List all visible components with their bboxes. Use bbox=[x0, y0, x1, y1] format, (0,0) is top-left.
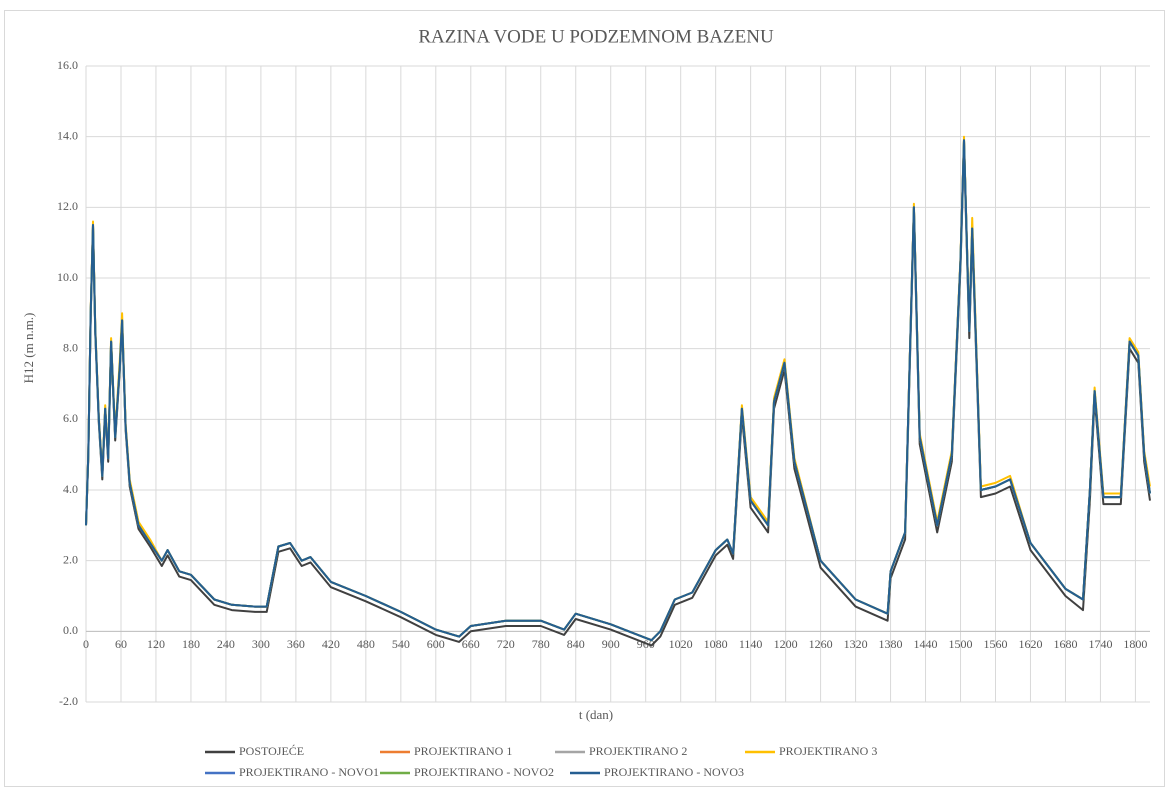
x-tick-label: 180 bbox=[182, 637, 200, 651]
x-tick-label: 780 bbox=[532, 637, 550, 651]
x-tick-label: 420 bbox=[322, 637, 340, 651]
x-tick-label: 720 bbox=[497, 637, 515, 651]
legend-label: PROJEKTIRANO - NOVO1 bbox=[239, 765, 379, 779]
x-tick-label: 1740 bbox=[1088, 637, 1112, 651]
x-axis-label: t (dan) bbox=[579, 707, 613, 722]
x-tick-label: 1440 bbox=[914, 637, 938, 651]
legend-label: PROJEKTIRANO - NOVO3 bbox=[604, 765, 744, 779]
x-tick-label: 1500 bbox=[949, 637, 973, 651]
y-tick-label: 16.0 bbox=[57, 58, 78, 72]
x-tick-label: 660 bbox=[462, 637, 480, 651]
x-tick-label: 1140 bbox=[739, 637, 763, 651]
y-tick-label: 10.0 bbox=[57, 270, 78, 284]
x-tick-label: 0 bbox=[83, 637, 89, 651]
legend-label: PROJEKTIRANO 1 bbox=[414, 744, 512, 758]
x-tick-label: 120 bbox=[147, 637, 165, 651]
x-tick-label: 1560 bbox=[984, 637, 1008, 651]
y-tick-label: 6.0 bbox=[63, 411, 78, 425]
x-tick-label: 1320 bbox=[844, 637, 868, 651]
legend-label: POSTOJEĆE bbox=[239, 744, 304, 758]
y-tick-label: 2.0 bbox=[63, 552, 78, 566]
legend-label: PROJEKTIRANO - NOVO2 bbox=[414, 765, 554, 779]
chart-title: RAZINA VODE U PODZEMNOM BAZENU bbox=[418, 26, 774, 47]
x-tick-label: 1620 bbox=[1018, 637, 1042, 651]
x-tick-label: 300 bbox=[252, 637, 270, 651]
x-tick-label: 1680 bbox=[1053, 637, 1077, 651]
legend-label: PROJEKTIRANO 2 bbox=[589, 744, 687, 758]
x-tick-label: 360 bbox=[287, 637, 305, 651]
x-tick-label: 600 bbox=[427, 637, 445, 651]
x-tick-label: 1800 bbox=[1123, 637, 1147, 651]
y-axis-label: H12 (m n.m.) bbox=[21, 313, 36, 384]
y-tick-label: 12.0 bbox=[57, 199, 78, 213]
y-tick-label: 4.0 bbox=[63, 482, 78, 496]
x-tick-label: 900 bbox=[602, 637, 620, 651]
x-tick-label: 60 bbox=[115, 637, 127, 651]
x-tick-label: 1020 bbox=[669, 637, 693, 651]
x-tick-label: 840 bbox=[567, 637, 585, 651]
series-line bbox=[85, 139, 1151, 642]
chart-frame bbox=[4, 10, 1165, 787]
y-tick-label: 8.0 bbox=[63, 340, 78, 354]
x-tick-label: 480 bbox=[357, 637, 375, 651]
x-tick-label: 1200 bbox=[774, 637, 798, 651]
y-tick-label: -2.0 bbox=[59, 694, 78, 708]
x-tick-label: 1260 bbox=[809, 637, 833, 651]
x-tick-label: 1380 bbox=[879, 637, 903, 651]
legend-label: PROJEKTIRANO 3 bbox=[779, 744, 877, 758]
x-tick-label: 540 bbox=[392, 637, 410, 651]
x-tick-label: 240 bbox=[217, 637, 235, 651]
x-tick-label: 1080 bbox=[704, 637, 728, 651]
y-tick-label: 0.0 bbox=[63, 623, 78, 637]
y-tick-label: 14.0 bbox=[57, 128, 78, 142]
